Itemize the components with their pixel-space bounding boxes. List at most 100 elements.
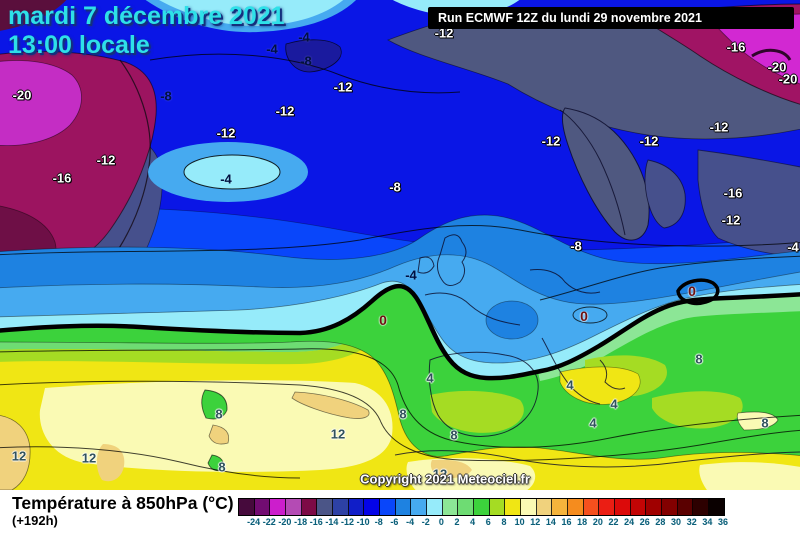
colorbar-tick: -18 [294,517,308,527]
contour-label: 12 [11,448,27,464]
colorbar-tick: -24 [247,517,261,527]
colorbar-tick: -10 [356,517,370,527]
tan-patch-2 [96,444,125,482]
iceland-patch [285,39,342,73]
valid-date: mardi 7 décembre 2021 [8,2,285,30]
polar-contour-swirl [751,48,792,61]
colorbar-cell [364,499,381,515]
colorbar-cell [630,499,647,515]
iberia-yellow-green-patch [430,390,524,433]
colorbar-cell [662,499,678,515]
colorbar-cell [583,499,600,515]
colorbar-tick: 30 [671,517,682,527]
colorbar-cell [348,499,365,515]
colorbar-cell [536,499,553,515]
zero-degree-isotherm [0,283,800,381]
contour-label: 4 [426,370,434,386]
tan-patch-4 [208,424,230,445]
contour-labels-layer: -20 -16 -12 -12 -12 -12 -12 -8 -12 -12 -12 -16 -20 -2… [11,27,799,481]
contour-label: -20 [767,59,787,75]
colorbar-cell [599,499,616,515]
valid-time: 13:00 locale [8,31,150,59]
contour-label: -12 [333,79,353,95]
colorbar-tick: 22 [608,517,619,527]
contour-label: 4 [610,396,618,412]
contour-label: -20 [778,71,798,87]
coastlines [394,109,800,468]
atlantic-mild-core [183,154,281,190]
contour-label: 8 [695,351,703,367]
colorbar-tick: -14 [325,517,339,527]
colorbar-tick: -20 [278,517,292,527]
tan-patch-5 [430,459,472,479]
zero-degree-loop [676,278,720,306]
colorbar-cell [427,499,443,515]
colorbar-cell [317,499,334,515]
legend-title: Température à 850hPa (°C) [12,493,234,513]
colorbar-tick: 20 [592,517,603,527]
colorbar-tick: -22 [262,517,276,527]
colorbar-tick: -4 [406,517,415,527]
colorbar-tick: 14 [545,517,556,527]
contour-label: 8 [215,406,223,422]
greenland-magenta-core [0,60,82,146]
contour-label: 0 [580,308,588,324]
tan-patch-3 [291,391,370,419]
contour-label: -12 [216,125,236,141]
colorbar-cell [505,499,522,515]
colorbar-cell [442,499,459,515]
colorbar-tick: 0 [438,517,444,527]
colorbar-cell [568,499,584,515]
green-patch-atlantic [201,389,228,420]
contour-label: -8 [300,53,312,69]
colorbar-tick-labels: -24 -22 -20 -18 -16 -14 -12 -10 -8 -6 -4 -2 0 2 4 6 8 10 1… [238,517,728,529]
colorbar-cell [333,499,349,515]
tan-patch-left [0,415,31,491]
contour-label: -12 [721,212,741,228]
colorbar-cell [458,499,475,515]
contour-label: -12 [709,119,729,135]
colorbar-tick: -6 [390,517,399,527]
temperature-colorbar [238,498,725,516]
contour-label: -20 [12,87,32,103]
contour-label: 8 [399,406,407,422]
run-info-box: Run ECMWF 12Z du lundi 29 novembre 2021 [428,7,794,29]
contour-label: -16 [726,39,746,55]
contour-label: -4 [787,239,799,255]
contour-label: 12 [81,450,97,466]
contour-label: -8 [389,179,401,195]
legend-strip: Température à 850hPa (°C) (+192h) -24 -22… [0,490,800,533]
colorbar-tick: 6 [485,517,491,527]
colorbar-tick: 28 [655,517,666,527]
colorbar-cell [693,499,710,515]
contour-label: -4 [405,267,417,283]
colorbar-cell [709,499,724,515]
green-patch-atlantic-2 [207,454,224,472]
slate-blob [420,40,447,56]
colorbar-cell [239,499,255,515]
colorbar-tick: 2 [454,517,460,527]
contour-label: 4 [566,377,574,393]
contour-label: 0 [379,312,387,328]
contour-label: -16 [52,170,72,186]
colorbar-tick: -2 [421,517,430,527]
colorbar-tick: 24 [624,517,635,527]
contour-label: 8 [761,415,769,431]
colorbar-cell [380,499,396,515]
contour-label: 4 [589,415,597,431]
colorbar-cell [474,499,490,515]
colorbar-cell [521,499,537,515]
contour-label: -12 [541,133,561,149]
colorbar-cell [552,499,569,515]
colorbar-cell [286,499,302,515]
legend-lead-time: (+192h) [12,513,58,528]
colorbar-cell [411,499,428,515]
copyright-watermark: Copyright 2021 Meteociel.fr [360,471,530,487]
colorbar-tick: 4 [470,517,476,527]
colorbar-tick: -16 [309,517,323,527]
colorbar-tick: -8 [374,517,383,527]
contour-label: -12 [275,103,295,119]
colorbar-tick: 10 [514,517,525,527]
contour-label: 0 [688,283,696,299]
